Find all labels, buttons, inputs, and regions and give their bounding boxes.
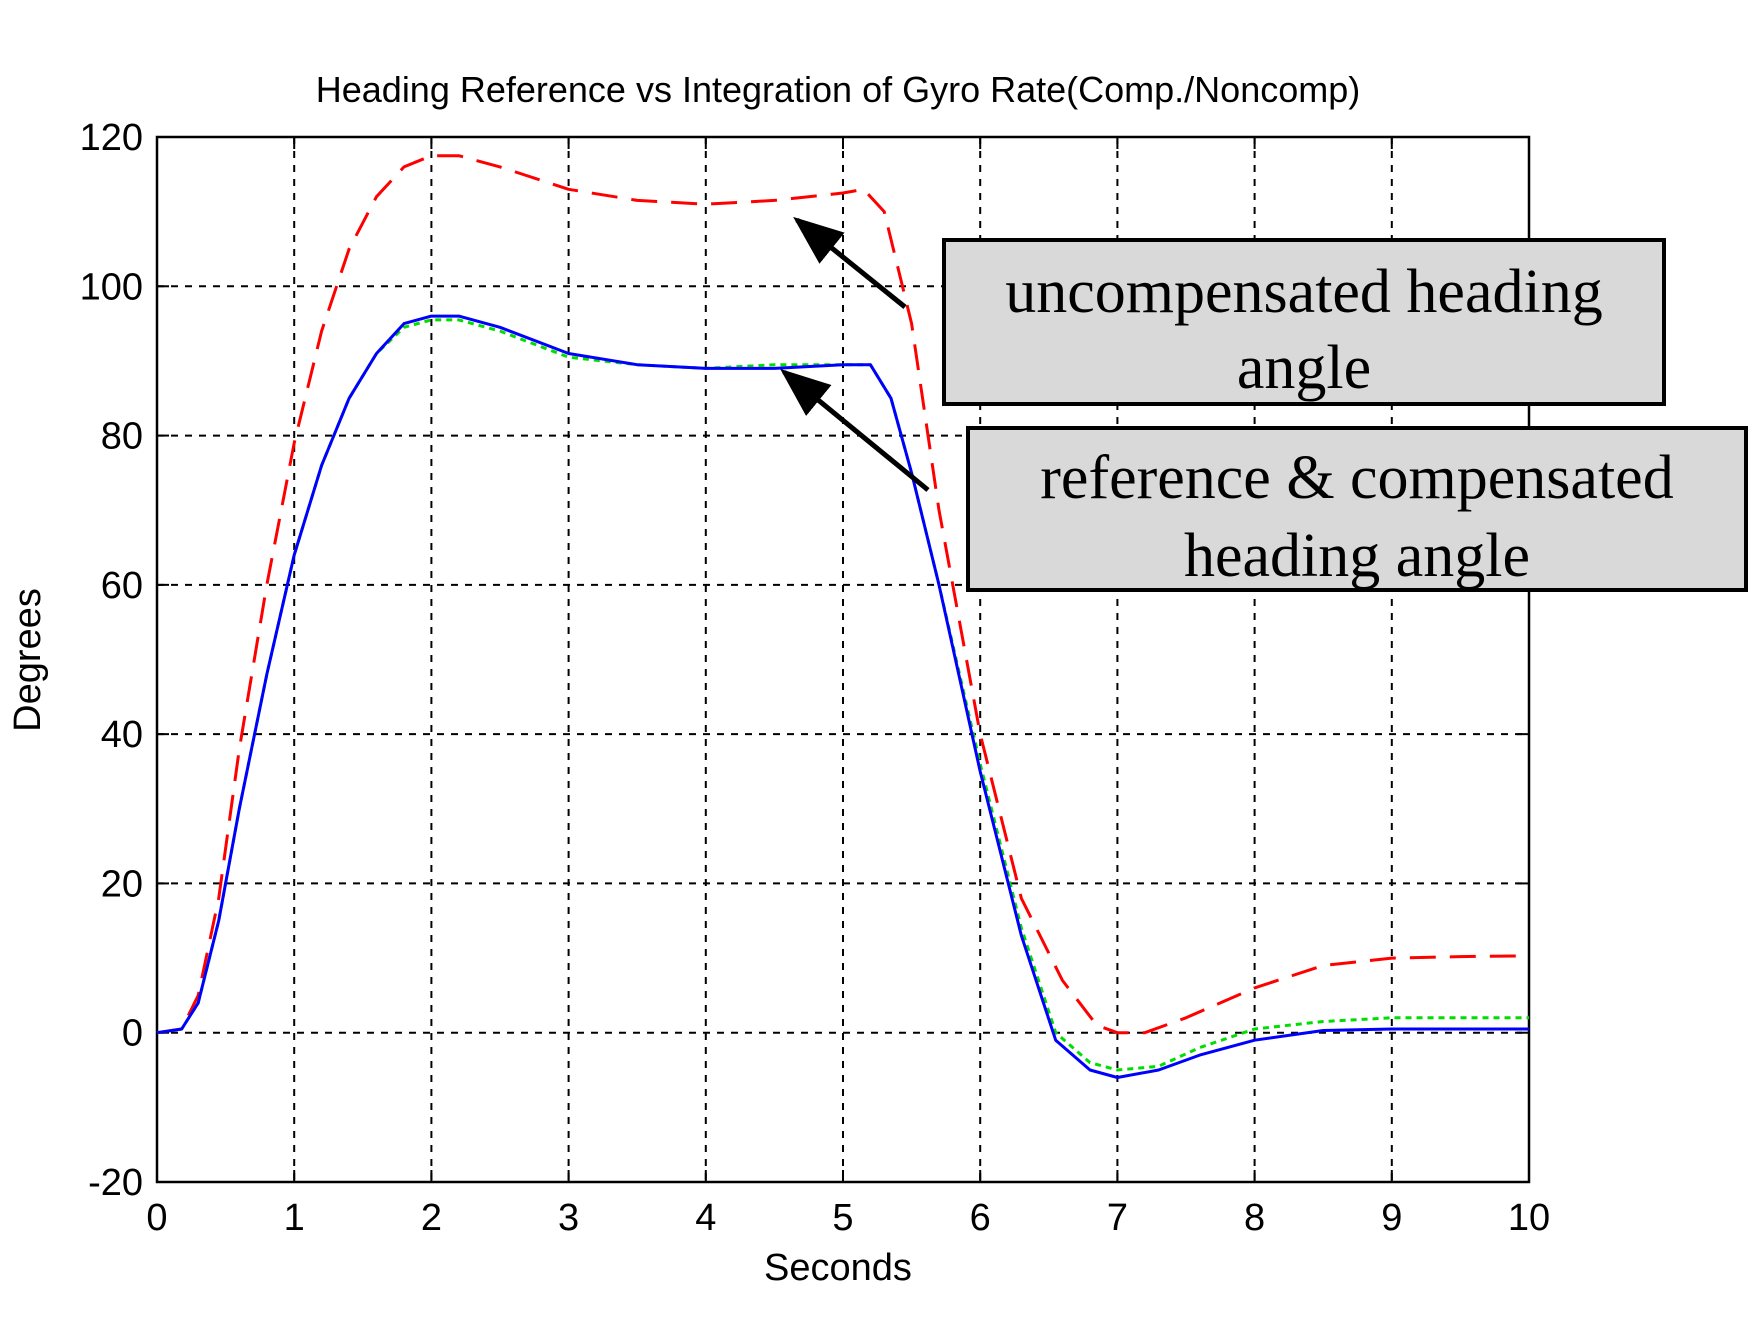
x-tick-label: 8 — [1244, 1197, 1265, 1239]
x-axis-label: Seconds — [764, 1247, 912, 1289]
y-tick-label: 120 — [80, 117, 143, 159]
annotation-compensated-line-1: reference & compensated — [1040, 444, 1673, 512]
x-tick-label: 6 — [970, 1197, 991, 1239]
series-line-2 — [156, 314, 1529, 1079]
y-tick-label: 40 — [101, 714, 143, 756]
annotation-compensated-line-2: heading angle — [1184, 522, 1530, 590]
y-axis-ticks: 120 100 80 60 40 20 0 -20 — [80, 117, 1529, 1204]
x-tick-label: 4 — [695, 1197, 716, 1239]
y-tick-label: 80 — [101, 416, 143, 458]
x-tick-label: 10 — [1508, 1197, 1550, 1239]
x-axis-ticks: 0 1 2 3 4 5 6 7 8 9 10 — [146, 137, 1550, 1239]
annotation-arrow-compensated — [780, 368, 930, 492]
y-tick-label: 60 — [101, 565, 143, 607]
x-tick-label: 0 — [146, 1197, 167, 1239]
series-line-0 — [156, 154, 1530, 1035]
chart-title: Heading Reference vs Integration of Gyro… — [316, 69, 1361, 110]
y-tick-label: 20 — [101, 863, 143, 905]
annotation-arrow-uncompensated — [793, 216, 907, 309]
x-tick-label: 1 — [284, 1197, 305, 1239]
x-tick-label: 5 — [832, 1197, 853, 1239]
annotation-box-uncompensated — [942, 238, 1666, 406]
x-tick-label: 9 — [1381, 1197, 1402, 1239]
x-tick-label: 3 — [558, 1197, 579, 1239]
annotation-uncompensated-line-1: uncompensated heading — [1005, 258, 1602, 326]
y-tick-label: -20 — [88, 1162, 143, 1204]
x-tick-label: 7 — [1107, 1197, 1128, 1239]
y-tick-label: 0 — [122, 1013, 143, 1055]
annotation-box-compensated — [966, 426, 1748, 592]
annotation-uncompensated-line-2: angle — [1237, 334, 1371, 402]
y-tick-label: 100 — [80, 266, 143, 308]
series-group — [156, 154, 1530, 1079]
y-axis-label: Degrees — [7, 588, 49, 732]
x-tick-label: 2 — [421, 1197, 442, 1239]
